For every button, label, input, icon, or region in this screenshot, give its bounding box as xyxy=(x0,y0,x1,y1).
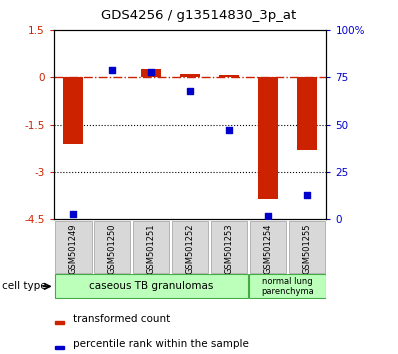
Text: GSM501255: GSM501255 xyxy=(302,224,311,274)
Point xyxy=(148,69,154,75)
Text: transformed count: transformed count xyxy=(72,314,170,324)
Point xyxy=(109,67,115,73)
Bar xyxy=(141,69,161,78)
FancyBboxPatch shape xyxy=(211,221,247,273)
Text: GSM501253: GSM501253 xyxy=(224,224,234,274)
Bar xyxy=(180,74,200,78)
Text: GSM501250: GSM501250 xyxy=(107,224,117,274)
FancyBboxPatch shape xyxy=(133,221,170,273)
FancyBboxPatch shape xyxy=(94,221,131,273)
Text: normal lung
parenchyma: normal lung parenchyma xyxy=(261,277,314,296)
Point xyxy=(304,192,310,198)
Text: caseous TB granulomas: caseous TB granulomas xyxy=(89,281,213,291)
Bar xyxy=(55,321,64,324)
FancyBboxPatch shape xyxy=(55,274,248,298)
Text: GDS4256 / g13514830_3p_at: GDS4256 / g13514830_3p_at xyxy=(101,9,297,22)
Text: percentile rank within the sample: percentile rank within the sample xyxy=(72,339,248,349)
Point xyxy=(265,213,271,218)
Bar xyxy=(55,346,64,349)
Bar xyxy=(63,78,83,144)
Bar xyxy=(258,78,278,199)
Bar xyxy=(297,78,317,150)
FancyBboxPatch shape xyxy=(289,221,325,273)
Bar xyxy=(219,75,239,78)
Text: GSM501252: GSM501252 xyxy=(185,224,195,274)
Point xyxy=(187,88,193,93)
Point xyxy=(226,128,232,133)
Text: GSM501249: GSM501249 xyxy=(69,224,78,274)
FancyBboxPatch shape xyxy=(250,221,286,273)
FancyBboxPatch shape xyxy=(249,274,326,298)
FancyBboxPatch shape xyxy=(55,221,92,273)
Text: GSM501251: GSM501251 xyxy=(146,224,156,274)
FancyBboxPatch shape xyxy=(172,221,208,273)
Text: cell type: cell type xyxy=(2,281,47,291)
Point xyxy=(70,211,76,217)
Text: GSM501254: GSM501254 xyxy=(263,224,273,274)
